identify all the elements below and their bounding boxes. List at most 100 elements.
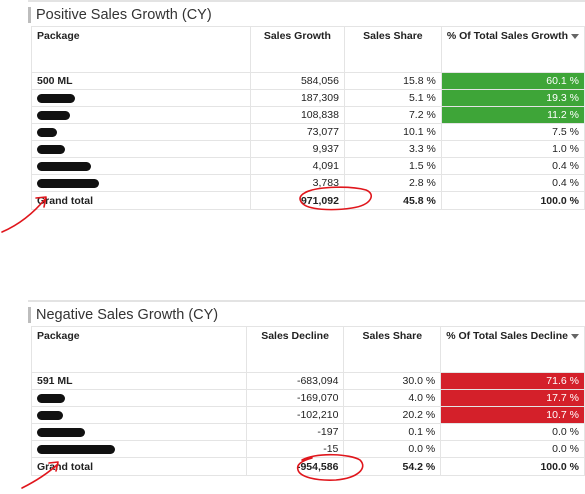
sales-decline-cell: -197	[245, 423, 345, 441]
pct-total-cell: 71.6 %	[440, 372, 585, 390]
panel-title: Negative Sales Growth (CY)	[36, 307, 219, 323]
table-row[interactable]: 73,077 10.1 % 7.5 %	[31, 123, 585, 141]
pct-total-cell: 19.3 %	[440, 89, 585, 107]
sales-share-cell: 0.1 %	[343, 423, 442, 441]
sales-share-cell: 2.8 %	[343, 174, 442, 192]
positive-sales-table: Package Sales Growth Sales Share % Of To…	[31, 26, 585, 210]
sales-share-cell: 0.0 %	[343, 440, 442, 458]
panel-accent-bar	[28, 7, 31, 23]
panel-accent-bar	[28, 307, 31, 323]
column-header-package[interactable]: Package	[31, 326, 247, 373]
grand-total-label: Grand total	[31, 191, 251, 210]
sales-decline-cell: -102,210	[245, 406, 345, 424]
table-row[interactable]: -15 0.0 % 0.0 %	[31, 440, 585, 458]
positive-sales-growth-panel: Positive Sales Growth (CY) Package Sales…	[28, 0, 585, 212]
package-cell	[31, 140, 251, 158]
sales-growth-cell: 3,783	[249, 174, 345, 192]
sales-share-cell: 3.3 %	[343, 140, 442, 158]
table-row[interactable]: 591 ML -683,094 30.0 % 71.6 %	[31, 372, 585, 390]
table-header-row: Package Sales Growth Sales Share % Of To…	[31, 26, 585, 73]
grand-total-sales-share: 54.2 %	[343, 457, 442, 476]
table-row[interactable]: 500 ML 584,056 15.8 % 60.1 %	[31, 72, 585, 90]
sales-decline-cell: -169,070	[245, 389, 345, 407]
negative-sales-table: Package Sales Decline Sales Share % Of T…	[31, 326, 585, 476]
pct-total-cell: 0.4 %	[440, 157, 585, 175]
table-row[interactable]: 187,309 5.1 % 19.3 %	[31, 89, 585, 107]
sales-share-cell: 20.2 %	[343, 406, 442, 424]
column-header-sales-decline[interactable]: Sales Decline	[245, 326, 345, 373]
package-cell	[31, 423, 247, 441]
table-row[interactable]: 3,783 2.8 % 0.4 %	[31, 174, 585, 192]
grand-total-row: Grand total -954,586 54.2 % 100.0 %	[31, 457, 585, 476]
redaction-mark	[37, 178, 99, 188]
panel-divider	[28, 300, 585, 302]
package-cell: 591 ML	[31, 372, 247, 390]
negative-sales-growth-panel: Negative Sales Growth (CY) Package Sales…	[28, 300, 585, 494]
pct-total-cell: 17.7 %	[440, 389, 585, 407]
table-row[interactable]: 9,937 3.3 % 1.0 %	[31, 140, 585, 158]
column-header-pct-total[interactable]: % Of Total Sales Decline	[440, 326, 585, 373]
redaction-mark	[37, 127, 57, 137]
pct-total-cell: 1.0 %	[440, 140, 585, 158]
sales-growth-cell: 584,056	[249, 72, 345, 90]
column-header-sales-growth[interactable]: Sales Growth	[249, 26, 345, 73]
table-row[interactable]: -197 0.1 % 0.0 %	[31, 423, 585, 441]
package-cell	[31, 106, 251, 124]
sales-share-cell: 15.8 %	[343, 72, 442, 90]
sort-descending-icon[interactable]	[570, 33, 579, 39]
redaction-mark	[37, 93, 75, 103]
sales-share-cell: 10.1 %	[343, 123, 442, 141]
grand-total-label: Grand total	[31, 457, 247, 476]
pct-total-cell: 0.0 %	[440, 440, 585, 458]
sales-share-cell: 7.2 %	[343, 106, 442, 124]
sales-decline-cell: -683,094	[245, 372, 345, 390]
grand-total-sales-decline: -954,586	[245, 457, 345, 476]
grand-total-pct: 100.0 %	[440, 457, 585, 476]
sales-growth-cell: 4,091	[249, 157, 345, 175]
grand-total-sales-share: 45.8 %	[343, 191, 442, 210]
redaction-mark	[37, 161, 91, 171]
sales-share-cell: 4.0 %	[343, 389, 442, 407]
pct-total-cell: 11.2 %	[440, 106, 585, 124]
table-row[interactable]: 108,838 7.2 % 11.2 %	[31, 106, 585, 124]
pct-total-cell: 7.5 %	[440, 123, 585, 141]
sales-growth-cell: 9,937	[249, 140, 345, 158]
column-header-package[interactable]: Package	[31, 26, 251, 73]
redaction-mark	[37, 144, 65, 154]
table-row[interactable]: -102,210 20.2 % 10.7 %	[31, 406, 585, 424]
table-header-row: Package Sales Decline Sales Share % Of T…	[31, 326, 585, 373]
sales-share-cell: 1.5 %	[343, 157, 442, 175]
sales-share-cell: 5.1 %	[343, 89, 442, 107]
pct-total-cell: 10.7 %	[440, 406, 585, 424]
panel-divider	[28, 0, 585, 2]
redaction-mark	[37, 410, 63, 420]
grand-total-sales-growth: 971,092	[249, 191, 345, 210]
package-cell	[31, 406, 247, 424]
redaction-mark	[37, 393, 65, 403]
sort-descending-icon[interactable]	[570, 333, 579, 339]
package-cell	[31, 123, 251, 141]
package-cell	[31, 89, 251, 107]
sales-decline-cell: -15	[245, 440, 345, 458]
pct-total-cell: 0.4 %	[440, 174, 585, 192]
package-cell	[31, 389, 247, 407]
pct-total-cell: 60.1 %	[440, 72, 585, 90]
table-row[interactable]: 4,091 1.5 % 0.4 %	[31, 157, 585, 175]
package-cell	[31, 440, 247, 458]
sales-growth-cell: 73,077	[249, 123, 345, 141]
sales-growth-cell: 187,309	[249, 89, 345, 107]
grand-total-row: Grand total 971,092 45.8 % 100.0 %	[31, 191, 585, 210]
column-header-pct-total[interactable]: % Of Total Sales Growth	[440, 26, 585, 73]
package-cell	[31, 174, 251, 192]
column-header-sales-share[interactable]: Sales Share	[343, 26, 442, 73]
column-header-pct-total-label: % Of Total Sales Decline	[446, 330, 568, 342]
column-header-pct-total-label: % Of Total Sales Growth	[446, 30, 568, 42]
column-header-sales-share[interactable]: Sales Share	[343, 326, 442, 373]
table-row[interactable]: -169,070 4.0 % 17.7 %	[31, 389, 585, 407]
package-cell	[31, 157, 251, 175]
sales-share-cell: 30.0 %	[343, 372, 442, 390]
redaction-mark	[37, 427, 85, 437]
sales-growth-cell: 108,838	[249, 106, 345, 124]
grand-total-pct: 100.0 %	[440, 191, 585, 210]
panel-title: Positive Sales Growth (CY)	[36, 7, 212, 23]
